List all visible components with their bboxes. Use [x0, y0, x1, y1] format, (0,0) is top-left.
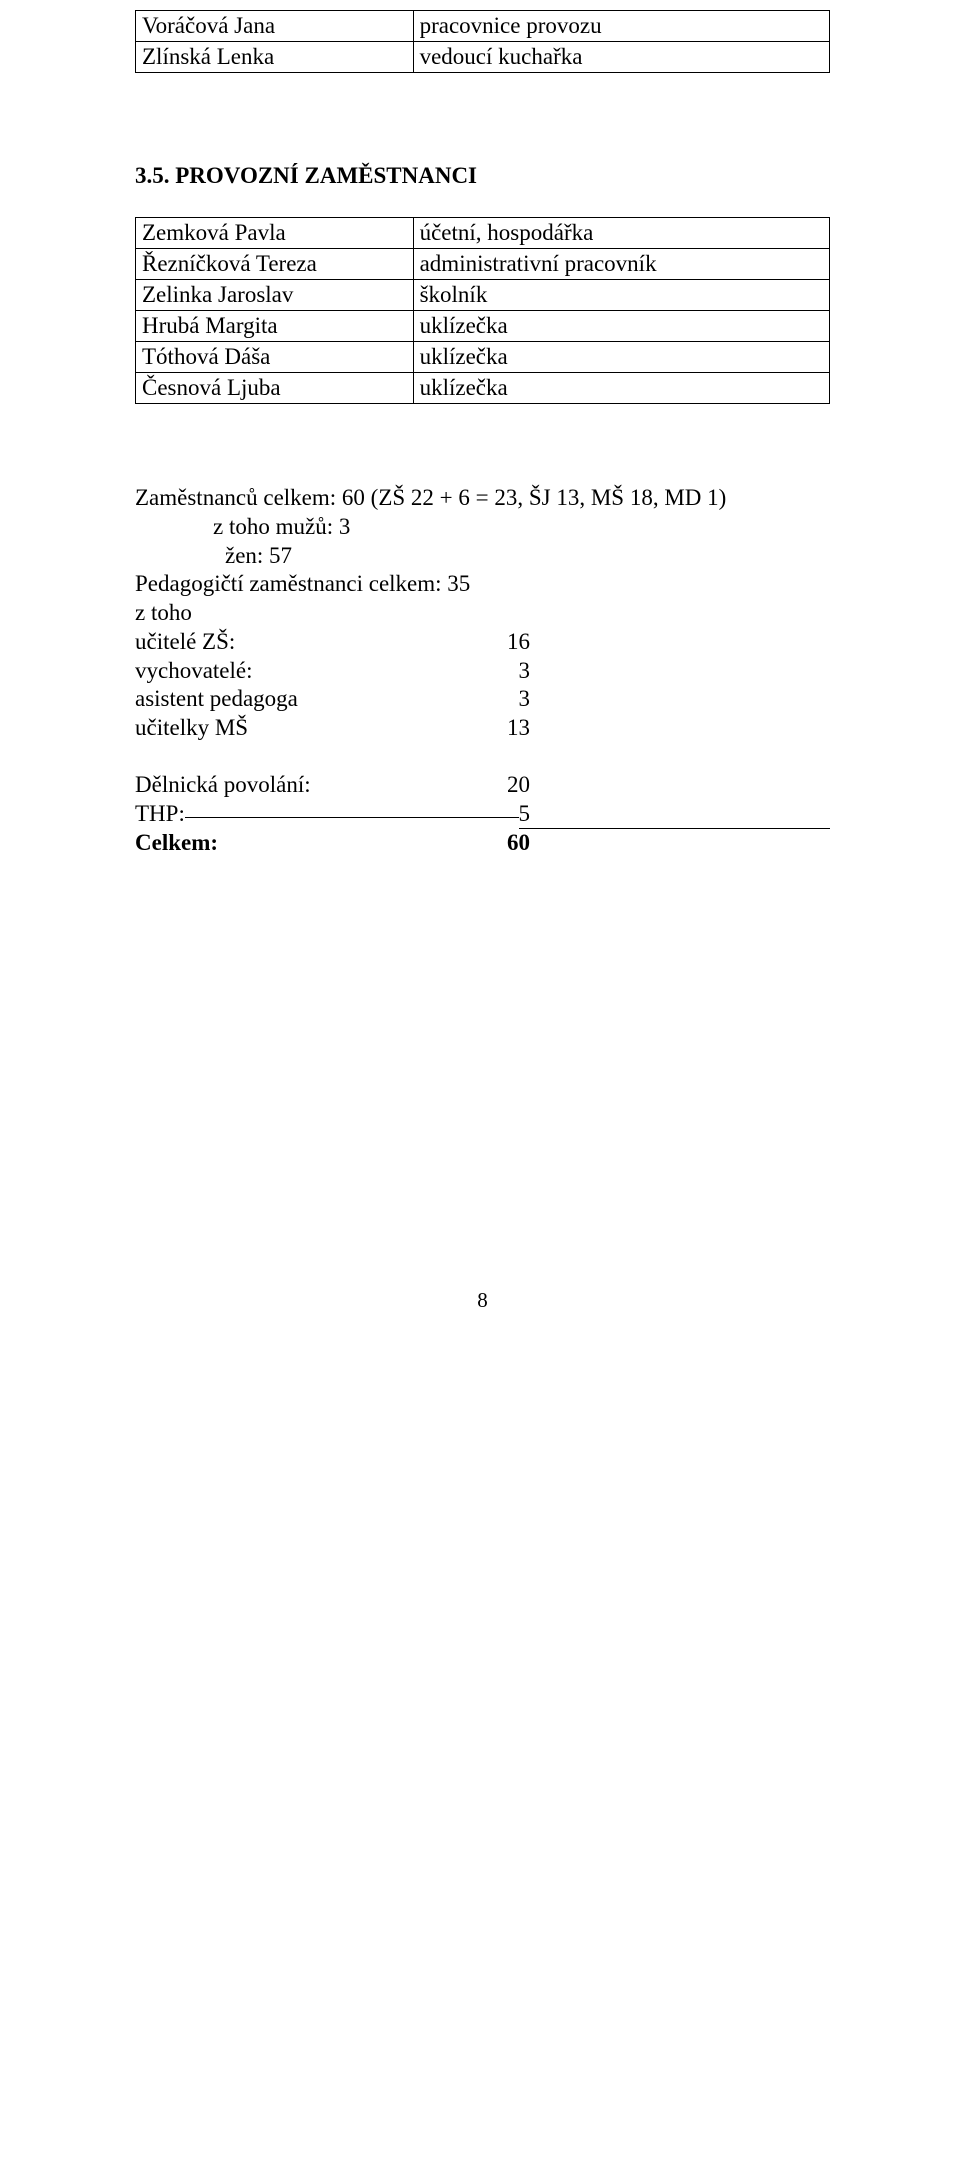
thp-label: THP:	[135, 800, 185, 829]
stat-value: 3	[519, 685, 831, 714]
thp-row: THP: 5	[135, 800, 830, 830]
total-row: Celkem: 60	[135, 829, 830, 858]
table-cell: Voráčová Jana	[136, 11, 414, 42]
table-row: Řezníčková Terezaadministrativní pracovn…	[136, 249, 830, 280]
top-staff-table: Voráčová Janapracovnice provozuZlínská L…	[135, 10, 830, 73]
stat-value: 3	[519, 657, 831, 686]
table-cell: pracovnice provozu	[413, 11, 829, 42]
stat-label: učitelé ZŠ:	[135, 628, 235, 657]
table-cell: uklízečka	[413, 342, 829, 373]
total-value: 60	[507, 829, 830, 858]
table-row: Tóthová Dášauklízečka	[136, 342, 830, 373]
worker-occupations-value: 20	[507, 771, 830, 800]
section-heading: 3.5. PROVOZNÍ ZAMĚSTNANCI	[135, 163, 830, 189]
page-number: 8	[135, 1288, 830, 1313]
table-cell: uklízečka	[413, 311, 829, 342]
stat-row: učitelky MŠ 13	[135, 714, 830, 743]
pedagogic-total: Pedagogičtí zaměstnanci celkem: 35	[135, 570, 830, 599]
women-count: žen: 57	[135, 542, 830, 571]
table-cell: administrativní pracovník	[413, 249, 829, 280]
table-cell: Hrubá Margita	[136, 311, 414, 342]
stat-row: asistent pedagoga 3	[135, 685, 830, 714]
thp-value: 5	[519, 800, 831, 830]
operations-staff-table: Zemková Pavlaúčetní, hospodářkaŘezníčkov…	[135, 217, 830, 404]
table-cell: Zlínská Lenka	[136, 42, 414, 73]
total-label: Celkem:	[135, 829, 218, 858]
table-cell: školník	[413, 280, 829, 311]
table-cell: vedoucí kuchařka	[413, 42, 829, 73]
staff-statistics: Zaměstnanců celkem: 60 (ZŠ 22 + 6 = 23, …	[135, 484, 830, 858]
z-toho-label: z toho	[135, 599, 830, 628]
stat-label: učitelky MŠ	[135, 714, 248, 743]
total-employees-line: Zaměstnanců celkem: 60 (ZŠ 22 + 6 = 23, …	[135, 484, 830, 513]
men-count: z toho mužů: 3	[135, 513, 830, 542]
table-cell: účetní, hospodářka	[413, 218, 829, 249]
table-cell: Zemková Pavla	[136, 218, 414, 249]
table-cell: Tóthová Dáša	[136, 342, 414, 373]
stat-value: 16	[507, 628, 830, 657]
stat-row: učitelé ZŠ: 16	[135, 628, 830, 657]
table-row: Zemková Pavlaúčetní, hospodářka	[136, 218, 830, 249]
table-cell: uklízečka	[413, 373, 829, 404]
stat-label: vychovatelé:	[135, 657, 253, 686]
table-row: Zelinka Jaroslavškolník	[136, 280, 830, 311]
table-cell: Řezníčková Tereza	[136, 249, 414, 280]
table-row: Voráčová Janapracovnice provozu	[136, 11, 830, 42]
table-row: Česnová Ljubauklízečka	[136, 373, 830, 404]
stat-row: vychovatelé: 3	[135, 657, 830, 686]
table-row: Hrubá Margitauklízečka	[136, 311, 830, 342]
table-cell: Česnová Ljuba	[136, 373, 414, 404]
worker-occupations-row: Dělnická povolání: 20	[135, 771, 830, 800]
stat-value: 13	[507, 714, 830, 743]
table-cell: Zelinka Jaroslav	[136, 280, 414, 311]
table-row: Zlínská Lenkavedoucí kuchařka	[136, 42, 830, 73]
stat-label: asistent pedagoga	[135, 685, 298, 714]
worker-occupations-label: Dělnická povolání:	[135, 771, 311, 800]
